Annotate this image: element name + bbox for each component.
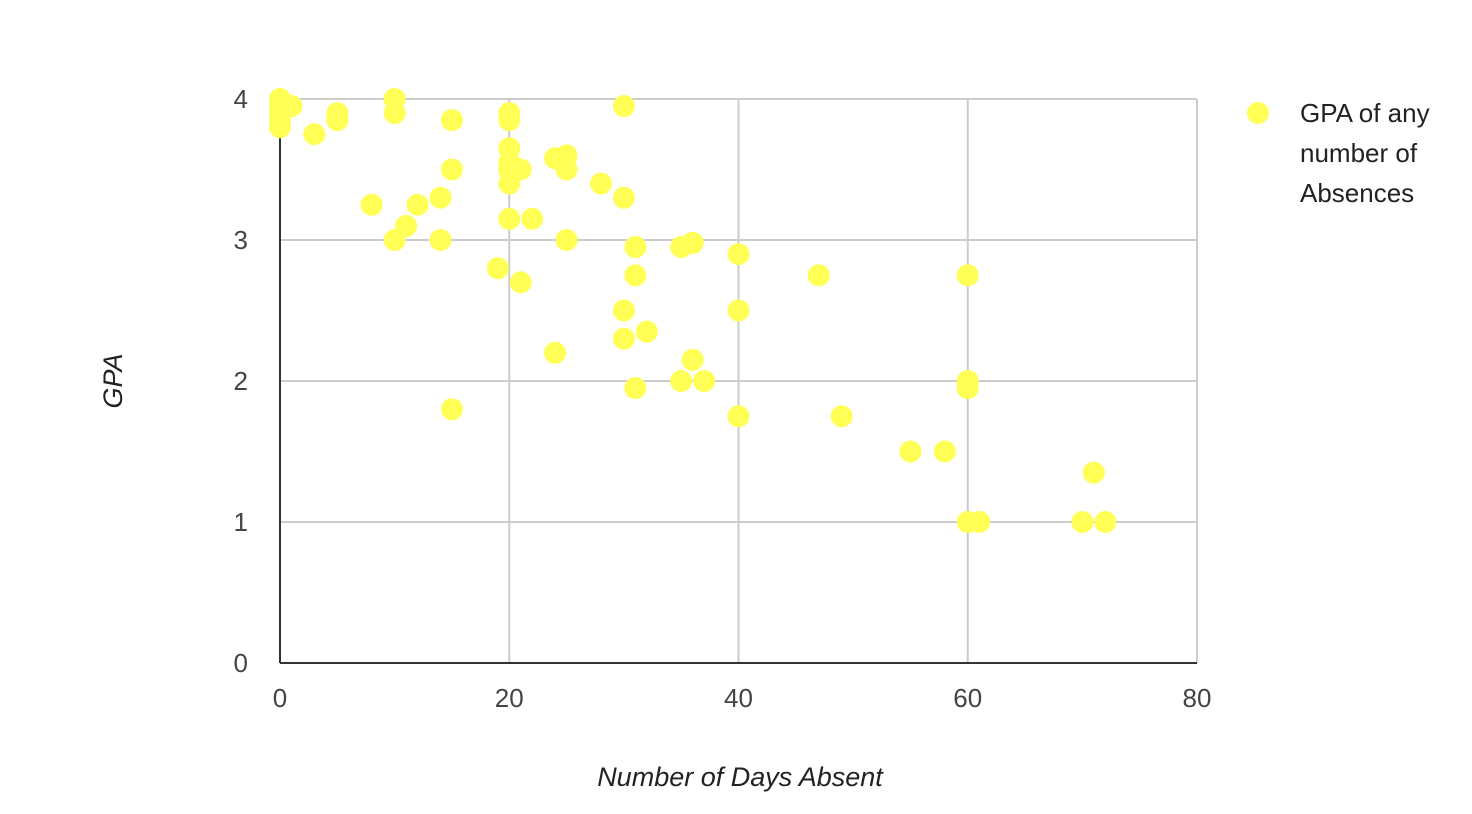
x-tick-label: 20 bbox=[495, 683, 524, 713]
legend-label: number of bbox=[1300, 138, 1418, 168]
data-point bbox=[555, 158, 578, 181]
x-axis-title: Number of Days Absent bbox=[597, 762, 884, 792]
data-point bbox=[1071, 511, 1094, 533]
legend-label: GPA of any bbox=[1300, 98, 1430, 128]
data-point bbox=[280, 95, 303, 118]
data-point bbox=[360, 193, 383, 216]
data-point bbox=[956, 377, 979, 400]
y-tick-label: 0 bbox=[234, 648, 248, 678]
data-point bbox=[383, 102, 406, 125]
data-point bbox=[544, 341, 567, 364]
data-point bbox=[1094, 511, 1117, 533]
data-point bbox=[635, 320, 658, 343]
data-point bbox=[727, 405, 750, 428]
data-point bbox=[406, 193, 429, 216]
data-point bbox=[303, 123, 326, 146]
data-point bbox=[509, 271, 532, 294]
data-point bbox=[968, 511, 991, 533]
data-point bbox=[612, 186, 635, 209]
data-point bbox=[1082, 461, 1105, 484]
data-point bbox=[509, 158, 532, 181]
data-point bbox=[395, 214, 418, 237]
y-tick-label: 2 bbox=[234, 366, 248, 396]
data-point bbox=[498, 207, 521, 230]
data-point bbox=[624, 377, 647, 400]
data-point bbox=[899, 440, 922, 463]
data-point bbox=[624, 236, 647, 259]
x-tick-label: 40 bbox=[724, 683, 753, 713]
data-points bbox=[269, 88, 1117, 533]
data-point bbox=[624, 264, 647, 287]
data-point bbox=[830, 405, 853, 428]
data-point bbox=[612, 327, 635, 350]
data-point bbox=[269, 116, 291, 139]
data-point bbox=[326, 109, 349, 132]
data-point bbox=[429, 229, 452, 251]
data-point bbox=[681, 231, 704, 254]
data-point bbox=[956, 264, 979, 287]
y-tick-label: 4 bbox=[234, 84, 248, 114]
data-point bbox=[933, 440, 956, 463]
y-axis-title: GPA bbox=[98, 353, 128, 408]
axes bbox=[279, 99, 1197, 664]
data-point bbox=[521, 207, 544, 230]
data-point bbox=[670, 370, 693, 392]
data-point bbox=[440, 158, 463, 181]
y-tick-label: 1 bbox=[234, 507, 248, 537]
y-tick-label: 3 bbox=[234, 225, 248, 255]
x-tick-label: 60 bbox=[953, 683, 982, 713]
data-point bbox=[727, 243, 750, 266]
legend: GPA of any number of Absences bbox=[1247, 98, 1430, 208]
data-point bbox=[440, 109, 463, 132]
data-point bbox=[589, 172, 612, 195]
data-point bbox=[440, 398, 463, 421]
data-point bbox=[612, 299, 635, 322]
data-point bbox=[681, 348, 704, 371]
data-point bbox=[693, 370, 716, 392]
x-tick-label: 80 bbox=[1183, 683, 1212, 713]
x-tick-label: 0 bbox=[273, 683, 287, 713]
legend-label: Absences bbox=[1300, 178, 1414, 208]
data-point bbox=[807, 264, 830, 287]
data-point bbox=[612, 95, 635, 118]
data-point bbox=[498, 109, 521, 132]
data-point bbox=[429, 186, 452, 209]
legend-marker bbox=[1247, 102, 1269, 124]
data-point bbox=[486, 257, 509, 280]
grid-lines bbox=[280, 98, 1198, 663]
data-point bbox=[727, 299, 750, 322]
data-point bbox=[555, 229, 578, 251]
